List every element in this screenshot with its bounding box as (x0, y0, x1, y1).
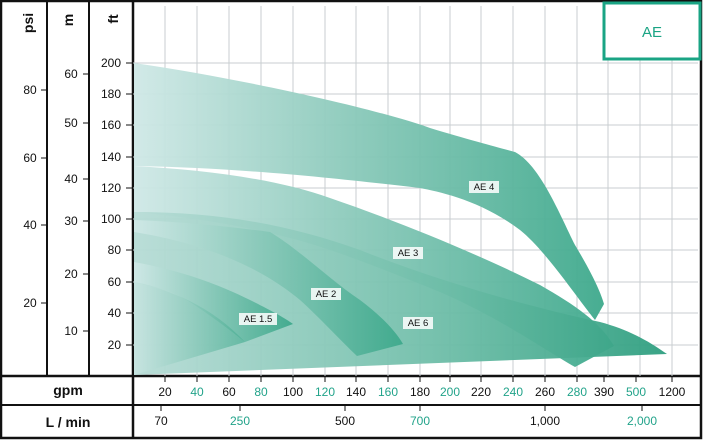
psi-axis: 80 60 40 20 (23, 83, 47, 310)
ft-tick: 180 (101, 87, 121, 101)
gpm-tick: 40 (190, 385, 204, 399)
gpm-tick: 80 (254, 385, 268, 399)
series-bands (134, 63, 667, 375)
lmin-tick: 70 (154, 414, 168, 428)
gpm-tick: 500 (626, 385, 646, 399)
model-tag-box (602, 1, 702, 61)
gpm-tick: 200 (440, 385, 460, 399)
m-tick: 50 (64, 116, 78, 130)
gpm-tick: 1200 (659, 385, 686, 399)
ft-tick: 40 (108, 306, 122, 320)
series-label-ae2: AE 2 (316, 289, 337, 300)
label-bg-ae4 (469, 181, 499, 193)
label-bg-ae2 (311, 288, 341, 300)
gpm-tick: 240 (503, 385, 523, 399)
band-base (134, 282, 245, 375)
gpm-tick: 220 (471, 385, 491, 399)
gpm-tick: 120 (315, 385, 335, 399)
unit-lmin: L / min (46, 414, 91, 430)
label-bg-ae3 (393, 247, 423, 259)
m-tick: 10 (64, 324, 78, 338)
ft-tick: 20 (108, 338, 122, 352)
lmin-tick: 500 (335, 414, 355, 428)
ft-axis: 200 180 160 140 120 100 80 60 40 20 (101, 56, 133, 352)
ft-tick: 100 (101, 212, 121, 226)
unit-m: m (60, 14, 76, 26)
lmin-tick: 1,000 (530, 414, 560, 428)
psi-tick: 20 (23, 296, 37, 310)
gpm-tick: 60 (222, 385, 236, 399)
series-label-ae6: AE 6 (408, 318, 429, 329)
unit-gpm: gpm (53, 382, 83, 398)
series-label-ae1.5: AE 1.5 (244, 314, 273, 325)
gpm-tick: 390 (594, 385, 614, 399)
series-labels: AE 4 AE 3 AE 6 AE 2 AE 1.5 (239, 181, 499, 329)
band-ae4 (134, 63, 604, 320)
lmin-tick: 2,000 (627, 414, 657, 428)
label-bg-ae6 (403, 317, 433, 329)
m-axis: 60 50 40 30 20 10 (64, 67, 89, 338)
gpm-tick: 160 (378, 385, 398, 399)
ft-tick: 120 (101, 181, 121, 195)
m-tick: 30 (64, 214, 78, 228)
gpm-axis: 20 40 60 80 100 120 140 160 180 200 220 … (158, 376, 686, 399)
psi-tick: 40 (23, 218, 37, 232)
gpm-tick: 260 (535, 385, 555, 399)
ft-tick: 200 (101, 56, 121, 70)
unit-ft: ft (105, 14, 121, 24)
ft-tick: 60 (108, 275, 122, 289)
ft-tick: 80 (108, 243, 122, 257)
m-tick: 60 (64, 67, 78, 81)
unit-psi: psi (20, 13, 36, 33)
gpm-tick: 180 (410, 385, 430, 399)
ft-tick: 160 (101, 118, 121, 132)
gpm-tick: 280 (567, 385, 587, 399)
gpm-tick: 140 (346, 385, 366, 399)
model-tag: AE (642, 24, 662, 41)
gpm-tick: 20 (158, 385, 172, 399)
m-tick: 40 (64, 172, 78, 186)
gpm-tick: 100 (283, 385, 303, 399)
lmin-tick: 250 (230, 414, 250, 428)
series-label-ae3: AE 3 (398, 248, 419, 259)
psi-tick: 60 (23, 151, 37, 165)
ft-tick: 140 (101, 150, 121, 164)
lmin-axis: 70 250 500 700 1,000 2,000 (154, 405, 657, 428)
psi-tick: 80 (23, 83, 37, 97)
band-ae2 (134, 220, 403, 356)
label-bg-ae1.5 (239, 313, 277, 325)
lmin-tick: 700 (410, 414, 430, 428)
m-tick: 20 (64, 267, 78, 281)
series-label-ae4: AE 4 (474, 182, 495, 193)
